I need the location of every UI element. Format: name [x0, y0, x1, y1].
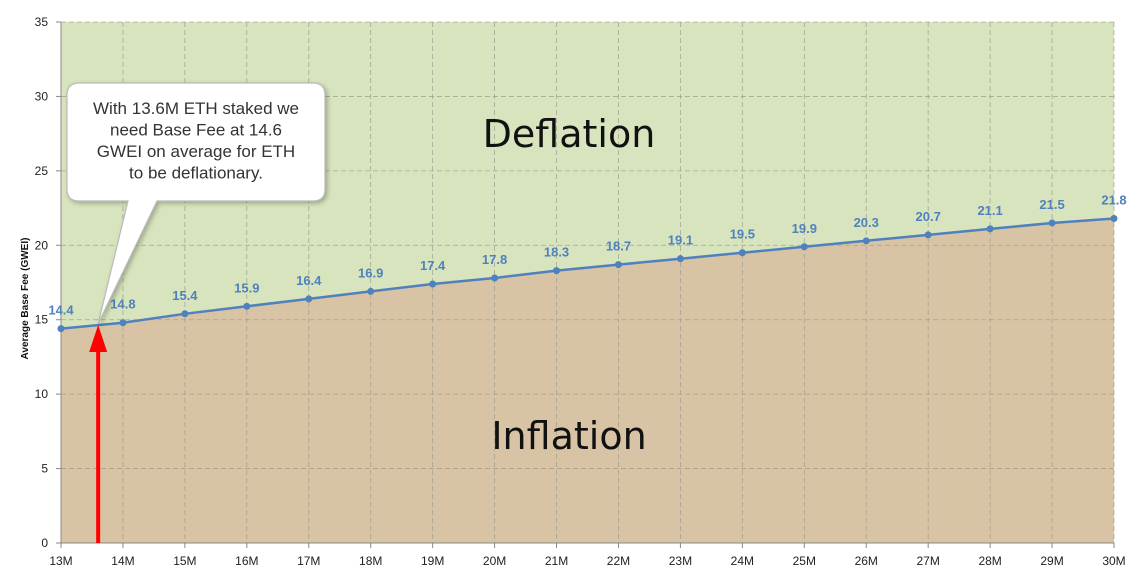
x-tick-label: 27M — [917, 554, 940, 568]
data-point — [491, 274, 499, 282]
y-tick-label: 15 — [35, 313, 49, 327]
x-tick-label: 22M — [607, 554, 630, 568]
x-tick-label: 24M — [731, 554, 754, 568]
x-tick-label: 25M — [793, 554, 816, 568]
data-point — [243, 302, 251, 310]
x-tick-label: 26M — [855, 554, 878, 568]
x-tick-label: 28M — [978, 554, 1001, 568]
data-label: 14.8 — [110, 297, 135, 312]
callout: With 13.6M ETH staked we need Base Fee a… — [66, 82, 326, 324]
y-tick-label: 25 — [35, 164, 49, 178]
y-tick-label: 30 — [35, 89, 49, 103]
data-label: 18.7 — [606, 239, 631, 254]
gridlines — [61, 21, 1115, 543]
x-tick-label: 29M — [1040, 554, 1063, 568]
y-tick-label: 35 — [35, 15, 49, 29]
data-label: 16.9 — [358, 265, 383, 280]
data-point — [305, 295, 313, 303]
axes — [60, 22, 1114, 544]
x-tick-label: 18M — [359, 554, 382, 568]
data-point — [181, 310, 189, 318]
data-label: 17.8 — [482, 252, 507, 267]
callout-line: GWEI on average for ETH — [97, 142, 295, 161]
data-points — [57, 214, 1118, 333]
y-tick-label: 10 — [35, 387, 49, 401]
data-label: 21.1 — [977, 203, 1002, 218]
data-label: 20.7 — [916, 209, 941, 224]
inflation-region — [61, 218, 1114, 543]
data-label: 18.3 — [544, 245, 569, 260]
data-point — [57, 325, 65, 333]
x-tick-label: 17M — [297, 554, 320, 568]
y-tick-label: 20 — [35, 238, 49, 252]
data-label: 16.4 — [296, 273, 322, 288]
data-point — [924, 231, 932, 239]
data-label: 15.4 — [172, 288, 198, 303]
y-tick-labels: 0 5 10 15 20 25 30 35 — [35, 15, 61, 550]
x-tick-label: 16M — [235, 554, 258, 568]
x-tick-label: 19M — [421, 554, 444, 568]
x-tick-label: 20M — [483, 554, 506, 568]
red-arrow — [89, 325, 108, 543]
data-label: 19.5 — [730, 227, 755, 242]
data-label: 21.5 — [1039, 197, 1064, 212]
callout-line: With 13.6M ETH staked we — [93, 99, 299, 118]
x-tick-label: 23M — [669, 554, 692, 568]
x-tick-label: 13M — [49, 554, 72, 568]
x-tick-label: 30M — [1102, 554, 1125, 568]
inflation-label: Inflation — [491, 414, 646, 458]
data-label: 19.1 — [668, 233, 693, 248]
y-tick-label: 0 — [41, 536, 48, 550]
data-point — [119, 319, 127, 327]
data-point — [367, 287, 375, 295]
data-label: 17.4 — [420, 258, 446, 273]
data-point — [800, 243, 808, 251]
data-point — [553, 267, 561, 275]
data-label: 21.8 — [1101, 192, 1126, 207]
x-tick-label: 14M — [111, 554, 134, 568]
x-tick-label: 21M — [545, 554, 568, 568]
callout-line: to be deflationary. — [129, 164, 263, 183]
data-point — [738, 249, 746, 257]
data-point — [1048, 219, 1056, 227]
y-tick-label: 5 — [41, 462, 48, 476]
data-label: 20.3 — [854, 215, 879, 230]
arrow-head — [89, 325, 108, 352]
data-label: 19.9 — [792, 221, 817, 236]
data-point — [429, 280, 437, 288]
deflation-label: Deflation — [483, 112, 656, 156]
x-tick-labels: 13M 14M 15M 16M 17M 18M 19M 20M 21M 22M 23M 24M 25M 2… — [49, 543, 1126, 568]
data-label: 15.9 — [234, 280, 259, 295]
callout-bubble — [66, 82, 326, 324]
series-line — [60, 217, 1115, 330]
data-point — [862, 237, 870, 245]
y-axis-label: Average Base Fee (GWEI) — [20, 238, 31, 360]
data-point — [614, 261, 622, 269]
data-point — [986, 225, 994, 233]
data-point — [676, 255, 684, 263]
data-label: 14.4 — [48, 303, 74, 318]
callout-line: need Base Fee at 14.6 — [110, 121, 282, 140]
data-labels: 14.4 14.8 15.4 15.9 16.4 16.9 17.4 17.8 18.3 18.7… — [48, 192, 1126, 317]
data-point — [1110, 214, 1118, 222]
x-tick-label: 15M — [173, 554, 196, 568]
